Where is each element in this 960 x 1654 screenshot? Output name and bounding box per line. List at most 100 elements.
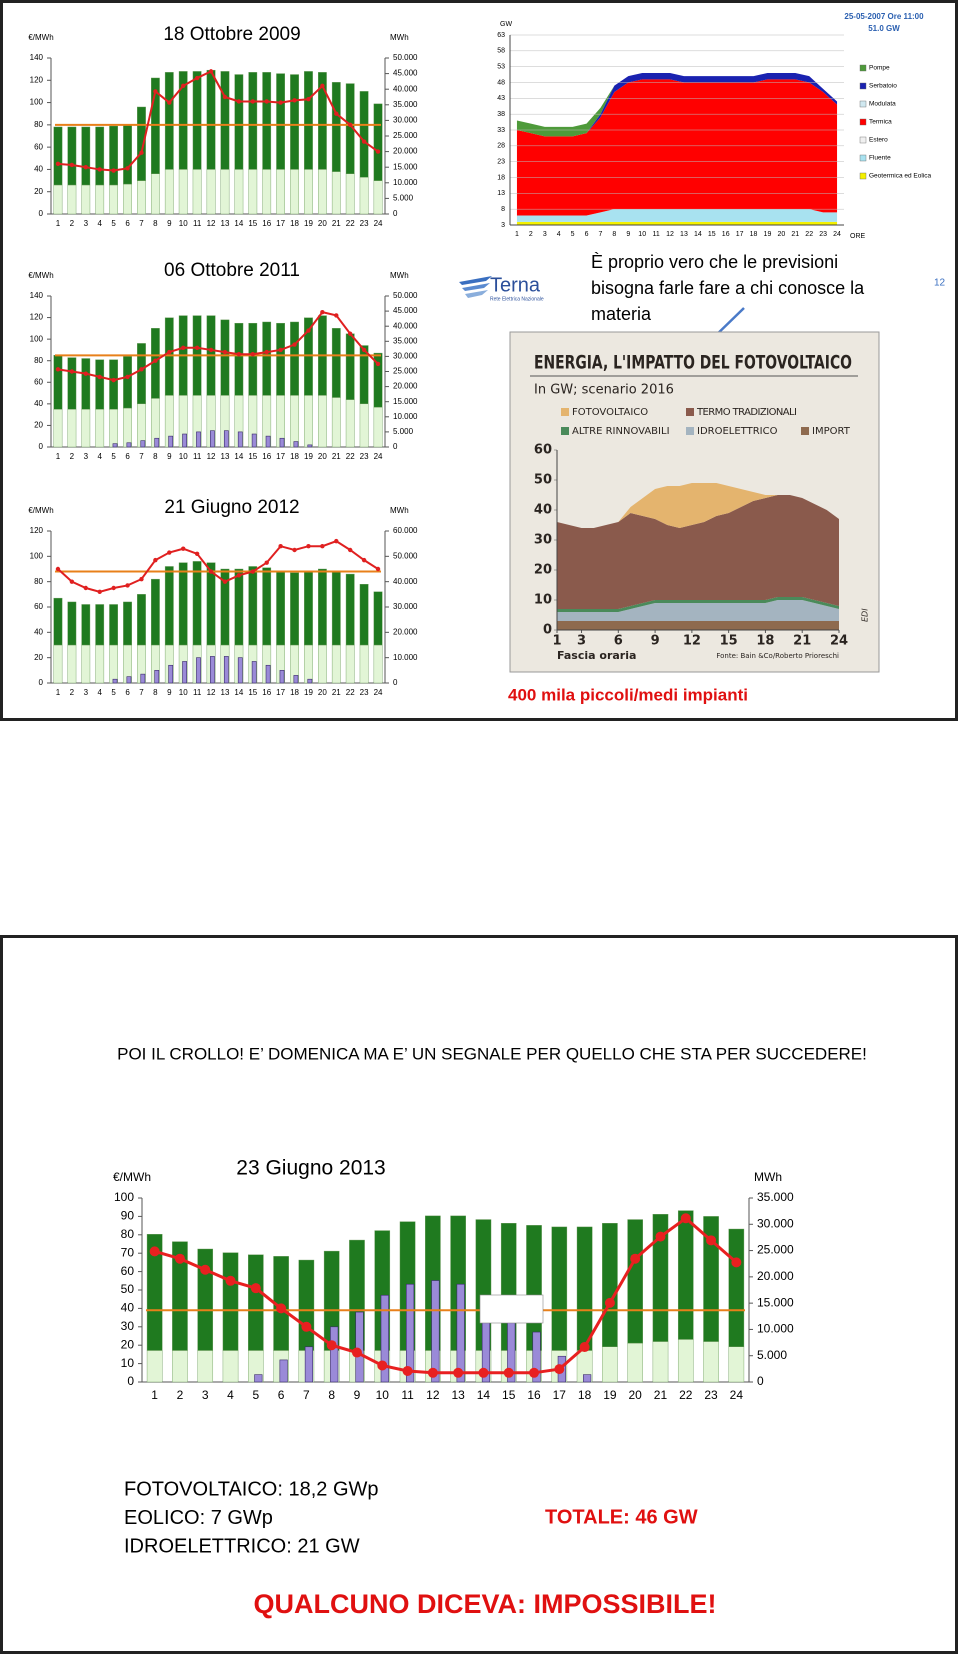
bar-segment [551, 1226, 568, 1351]
price-point [361, 139, 367, 144]
x-tick-label: 15 [708, 231, 716, 238]
bar-segment [95, 126, 105, 186]
bar-segment [248, 566, 258, 646]
y2-tick-label: 40.000 [393, 321, 418, 330]
price-point [503, 1367, 514, 1378]
y-tick-label: 80 [34, 356, 43, 365]
bar-segment [728, 1346, 745, 1383]
x-tick-label: 21 [791, 231, 799, 238]
y-tick-label: 63 [497, 32, 505, 39]
y2-tick-label: 25.000 [393, 367, 418, 376]
x-tick-label: 17 [736, 231, 744, 238]
y2-tick-label: 20.000 [393, 627, 418, 636]
x-tick-label: 18 [290, 688, 299, 697]
y2-tick-label: 30.000 [757, 1216, 794, 1230]
x-tick-label: 15 [248, 452, 257, 461]
price-point [250, 99, 255, 104]
bar-segment [53, 597, 63, 646]
x-tick-label: 10 [179, 219, 188, 228]
bar-chart: 06 Ottobre 2011€/MWh MWh02040608010012014… [28, 260, 418, 461]
price-point [306, 328, 311, 333]
note: 400 mila piccoli/medi impianti [508, 685, 748, 704]
total: 51.0 GW [868, 24, 900, 33]
bar-segment [109, 359, 118, 410]
price-point [83, 585, 88, 591]
bar-chart: 23 Giugno 2013€/MWh MWh010203040506070809… [113, 1157, 794, 1403]
x-tick-label: 21 [332, 688, 341, 697]
bar-segment [95, 359, 105, 410]
bar-segment [234, 169, 244, 215]
price-point [334, 538, 339, 544]
x-tick-label: 4 [97, 688, 102, 697]
x-tick-label: 5 [111, 688, 116, 697]
price-point [125, 166, 130, 171]
x-tick-label: 24 [830, 634, 848, 649]
chart-title: 18 Ottobre 2009 [163, 24, 300, 45]
caption-line: È proprio vero che le previsioni [591, 252, 838, 272]
y-tick-label: 40 [534, 503, 552, 518]
price-point [181, 546, 186, 551]
x-tick-label: 18 [756, 634, 774, 649]
legend-label: IMPORT [812, 426, 851, 437]
bar-segment [81, 644, 91, 684]
x-tick-label: 6 [585, 231, 589, 238]
x-tick-label: 21 [654, 1388, 668, 1402]
page-number: 12 [934, 278, 946, 289]
areas [557, 483, 839, 630]
y-tick-label: 0 [39, 678, 44, 687]
bar-segment [178, 71, 188, 170]
bar-segment [331, 571, 341, 646]
y-tick-label: 40 [34, 399, 43, 408]
bar-segment [331, 644, 341, 684]
bar-segment [331, 82, 341, 172]
price-point [149, 1246, 160, 1257]
pv-bar [140, 440, 146, 448]
x-tick-label: 3 [84, 688, 89, 697]
bar-segment [220, 71, 230, 170]
y-tick-label: 20 [534, 563, 552, 578]
legend-swatch [859, 100, 867, 108]
y-axis-label: €/MWh [28, 506, 53, 515]
y-tick-label: 50 [534, 473, 552, 488]
y-tick-label: 100 [114, 1190, 134, 1204]
x-tick-label: 11 [652, 231, 659, 238]
x-tick-label: 6 [125, 219, 130, 228]
price-point [655, 1231, 666, 1242]
bar-segment [373, 180, 383, 215]
x-tick-label: 13 [221, 688, 230, 697]
x-tick-label: 4 [97, 452, 102, 461]
price-point [69, 579, 75, 584]
y-tick-label: 13 [497, 190, 505, 197]
legend-background [855, 58, 952, 192]
price-point [334, 111, 339, 116]
x-tick-label: 9 [354, 1388, 361, 1402]
price-point [111, 585, 116, 591]
x-tick-label: 21 [332, 452, 341, 461]
bar-segment [234, 74, 244, 170]
x-tick-label: 4 [97, 219, 102, 228]
legend-label: FOTOVOLTAICO [572, 407, 648, 418]
y2-tick-label: 0 [393, 442, 398, 451]
newspaper-clipping: ENERGIA, L'IMPATTO DEL FOTOVOLTAICO In GW… [509, 331, 880, 673]
bar-segment [359, 403, 369, 448]
bar-segment [248, 1254, 264, 1351]
x-tick-label: 1 [515, 231, 519, 238]
chart-title: 06 Ottobre 2011 [164, 260, 300, 281]
x-tick-label: 9 [167, 219, 172, 228]
bar-segment [137, 180, 146, 215]
bar-segment [67, 644, 77, 684]
y2-tick-label: 10.000 [757, 1322, 794, 1336]
area [557, 597, 839, 612]
legend-label: IDROELETTRICO [697, 426, 778, 437]
price-point [97, 374, 102, 380]
legend-label: Serbatoio [869, 83, 897, 90]
bar-segment [262, 567, 272, 646]
y2-tick-label: 30.000 [393, 116, 418, 125]
x-tick-label: 9 [167, 688, 172, 697]
pv-bar [251, 433, 257, 448]
x-tick-label: 3 [543, 231, 547, 238]
x-tick-label: 23 [360, 452, 369, 461]
x-tick-label: 16 [722, 231, 730, 238]
y-tick-label: 100 [30, 334, 44, 343]
legend-swatch [859, 64, 867, 72]
